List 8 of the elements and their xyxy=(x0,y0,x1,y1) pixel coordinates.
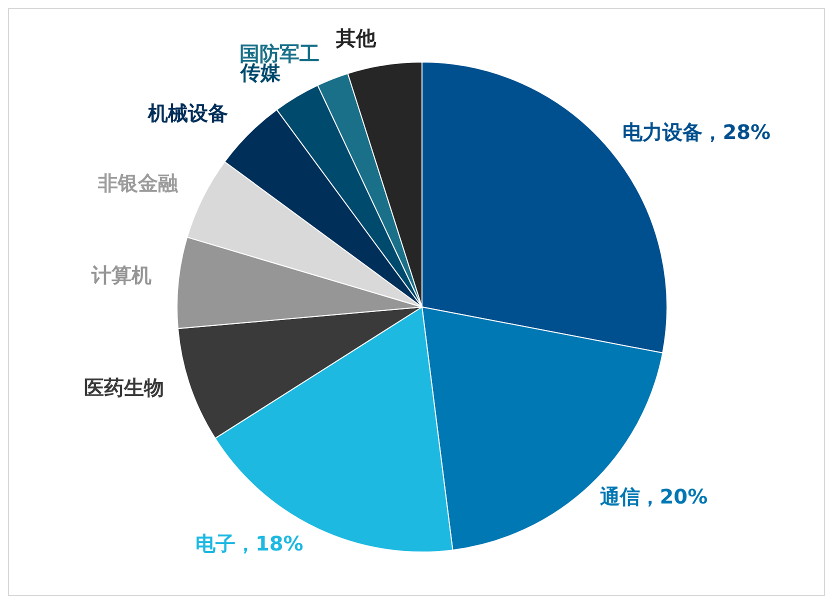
slice-label: 电力设备，28% xyxy=(622,120,771,144)
slice-label: 非银金融 xyxy=(96,171,179,196)
slice-label: 医药生物 xyxy=(84,376,164,400)
slice-label: 计算机 xyxy=(90,263,152,288)
slice-label: 其他 xyxy=(335,26,378,50)
slice-label: 机械设备 xyxy=(147,101,228,126)
slice-label: 通信，20% xyxy=(598,484,708,509)
slice-label: 电子，18% xyxy=(195,532,304,556)
